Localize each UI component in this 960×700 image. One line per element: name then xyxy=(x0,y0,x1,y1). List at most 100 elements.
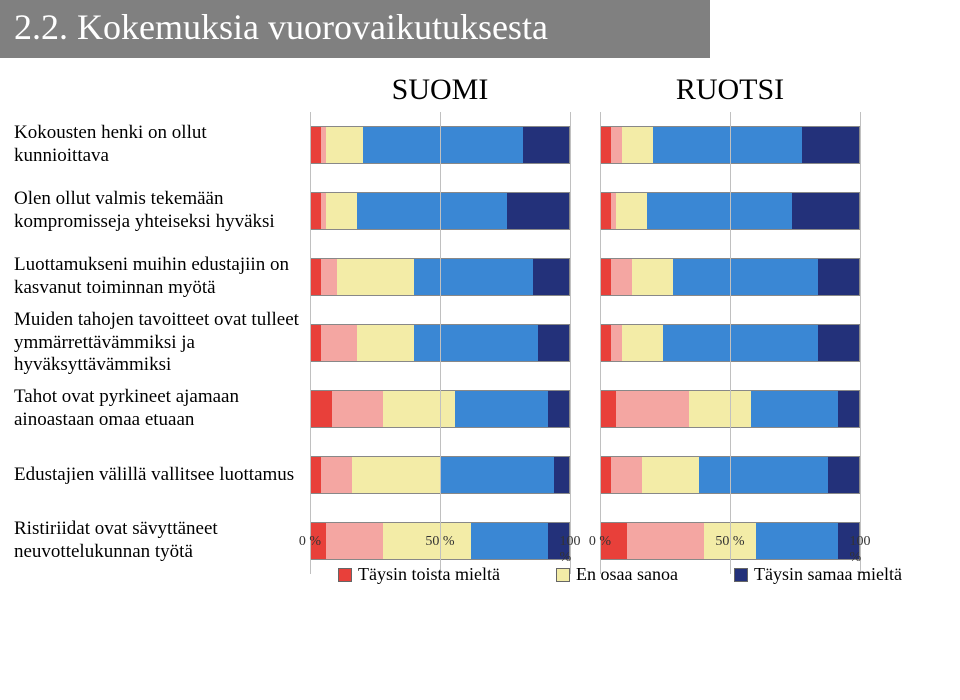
bar-segment xyxy=(611,259,632,295)
gridline xyxy=(860,112,861,574)
bar-segment xyxy=(311,325,321,361)
legend: Täysin toista mieltä En osaa sanoa Täysin … xyxy=(310,564,930,585)
bar-segment xyxy=(601,193,611,229)
row-label-text: Edustajien välillä vallitsee luottamus xyxy=(14,464,298,487)
bar-segment xyxy=(622,325,663,361)
chart-header-suomi: SUOMI xyxy=(310,73,570,107)
legend-label: Täysin samaa mieltä xyxy=(754,564,902,585)
row-label-text: Ristiriidat ovat sävyttäneet neuvotteluk… xyxy=(14,518,310,564)
bar-segment xyxy=(653,127,803,163)
row-label: Luottamukseni muihin edustajiin on kasva… xyxy=(14,244,310,310)
bar-segment xyxy=(601,325,611,361)
gridline xyxy=(440,112,441,574)
chart-headers: SUOMI RUOTSI xyxy=(310,68,940,112)
bar-segment xyxy=(321,325,357,361)
bar-segment xyxy=(673,259,817,295)
page-title: 2.2. Kokemuksia vuorovaikutuksesta xyxy=(14,6,696,48)
axis-suomi: 0 %50 %100 % xyxy=(310,530,570,554)
bar-segment xyxy=(616,193,647,229)
bar-segment xyxy=(311,391,332,427)
content: Kokousten henki on ollut kunnioittava Ole… xyxy=(0,68,960,574)
bar-segment xyxy=(414,259,533,295)
bar-segment xyxy=(357,193,507,229)
bar-segment xyxy=(647,193,791,229)
bar-segment xyxy=(828,457,859,493)
bar-segment xyxy=(533,259,569,295)
labels-header-spacer xyxy=(14,68,310,112)
charts-column: SUOMI RUOTSI 0 %50 %100 % 0 %50 %100 % T… xyxy=(310,68,940,574)
axis-tick: 0 % xyxy=(299,534,321,550)
bar-segment xyxy=(538,325,569,361)
bar-segment xyxy=(554,457,569,493)
bar-segment xyxy=(632,259,673,295)
bar-segment xyxy=(616,391,688,427)
bar-segment xyxy=(838,391,859,427)
legend-swatch xyxy=(556,568,570,582)
bar-segment xyxy=(601,127,611,163)
row-label-text: Luottamukseni muihin edustajiin on kasva… xyxy=(14,254,310,300)
bar-segment xyxy=(311,127,321,163)
row-label: Kokousten henki on ollut kunnioittava xyxy=(14,112,310,178)
bar-segment xyxy=(663,325,818,361)
bar-segment xyxy=(611,127,621,163)
gridline xyxy=(310,112,311,574)
axis-ruotsi: 0 %50 %100 % xyxy=(600,530,860,554)
bar-segment xyxy=(792,193,859,229)
bars-area xyxy=(310,112,940,574)
bar-segment xyxy=(642,457,699,493)
gridline xyxy=(730,112,731,574)
bar-segment xyxy=(311,457,321,493)
axis-tick: 100 % xyxy=(560,534,581,566)
row-label: Tahot ovat pyrkineet ajamaan ainoastaan … xyxy=(14,376,310,442)
bar-segment xyxy=(751,391,839,427)
bar-segment xyxy=(548,391,569,427)
bar-segment xyxy=(611,457,642,493)
row-label-text: Olen ollut valmis tekemään kompromisseja… xyxy=(14,188,310,234)
axis-tick: 100 % xyxy=(850,534,871,566)
title-bar: 2.2. Kokemuksia vuorovaikutuksesta xyxy=(0,0,710,58)
bar-segment xyxy=(818,325,859,361)
bar-segment xyxy=(601,259,611,295)
gridline xyxy=(570,112,571,574)
bar-segment xyxy=(326,127,362,163)
bar-segment xyxy=(601,391,616,427)
row-label: Olen ollut valmis tekemään kompromisseja… xyxy=(14,178,310,244)
bar-segment xyxy=(311,259,321,295)
gridline xyxy=(600,112,601,574)
row-label-text: Muiden tahojen tavoitteet ovat tulleet y… xyxy=(14,309,310,377)
bar-segment xyxy=(507,193,569,229)
axis-tick: 0 % xyxy=(589,534,611,550)
row-label: Ristiriidat ovat sävyttäneet neuvotteluk… xyxy=(14,508,310,574)
row-label: Edustajien välillä vallitsee luottamus xyxy=(14,442,310,508)
bar-segment xyxy=(321,457,352,493)
legend-item: Täysin toista mieltä xyxy=(338,564,500,585)
axis-tick: 50 % xyxy=(715,534,744,550)
chart-suomi xyxy=(310,112,570,574)
legend-swatch xyxy=(338,568,352,582)
chart-header-ruotsi: RUOTSI xyxy=(600,73,860,107)
bar-segment xyxy=(523,127,569,163)
bar-segment xyxy=(321,259,336,295)
legend-item: Täysin samaa mieltä xyxy=(734,564,902,585)
bar-segment xyxy=(352,457,440,493)
legend-label: En osaa sanoa xyxy=(576,564,678,585)
labels-column: Kokousten henki on ollut kunnioittava Ole… xyxy=(0,68,310,574)
bar-segment xyxy=(337,259,414,295)
bar-segment xyxy=(622,127,653,163)
row-label: Muiden tahojen tavoitteet ovat tulleet y… xyxy=(14,310,310,376)
bar-segment xyxy=(332,391,384,427)
bar-segment xyxy=(818,259,859,295)
bar-segment xyxy=(383,391,455,427)
bar-segment xyxy=(311,193,321,229)
legend-item: En osaa sanoa xyxy=(556,564,678,585)
bar-segment xyxy=(357,325,414,361)
bar-segment xyxy=(689,391,751,427)
legend-swatch xyxy=(734,568,748,582)
bar-segment xyxy=(455,391,548,427)
chart-ruotsi xyxy=(600,112,860,574)
bar-segment xyxy=(440,457,554,493)
bar-segment xyxy=(611,325,621,361)
bar-segment xyxy=(699,457,828,493)
row-label-text: Tahot ovat pyrkineet ajamaan ainoastaan … xyxy=(14,386,310,432)
bar-segment xyxy=(414,325,538,361)
